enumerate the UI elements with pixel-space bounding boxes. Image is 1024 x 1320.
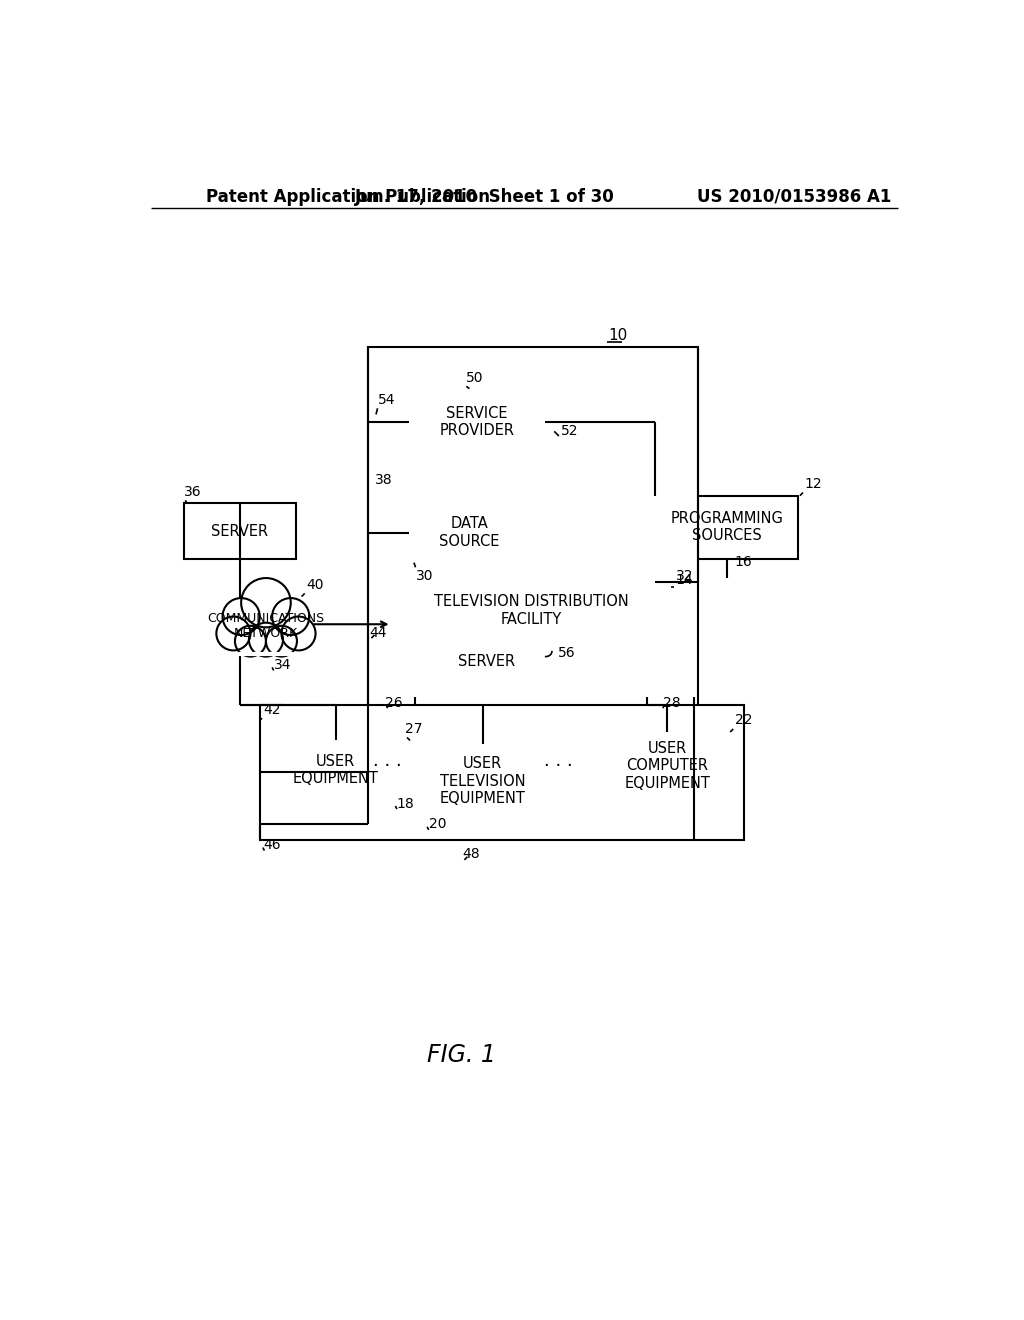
Circle shape [249, 623, 283, 656]
Bar [183, 503, 296, 558]
Bar [369, 347, 697, 825]
Text: 30: 30 [416, 569, 433, 583]
Text: 32: 32 [676, 569, 693, 583]
Text: · · ·: · · · [544, 756, 572, 775]
Bar [606, 733, 729, 800]
Bar [391, 578, 671, 697]
Bar [278, 739, 394, 800]
Text: 12: 12 [805, 477, 822, 491]
Circle shape [272, 598, 309, 635]
Text: USER
COMPUTER
EQUIPMENT: USER COMPUTER EQUIPMENT [625, 741, 711, 791]
Text: Patent Application Publication: Patent Application Publication [206, 187, 489, 206]
Text: SERVER: SERVER [458, 655, 515, 669]
Text: 10: 10 [608, 327, 628, 343]
Bar [655, 496, 799, 558]
Bar [260, 705, 744, 840]
Text: TELEVISION DISTRIBUTION
FACILITY: TELEVISION DISTRIBUTION FACILITY [433, 594, 629, 627]
Text: · · ·: · · · [374, 756, 402, 775]
Text: 44: 44 [370, 626, 387, 640]
Circle shape [282, 616, 315, 651]
Text: SERVER: SERVER [211, 524, 268, 539]
Text: PROGRAMMING
SOURCES: PROGRAMMING SOURCES [671, 511, 783, 544]
Text: 16: 16 [734, 554, 753, 569]
Text: 48: 48 [463, 847, 480, 862]
Text: 46: 46 [263, 838, 281, 853]
Circle shape [234, 626, 266, 656]
Text: USER
TELEVISION
EQUIPMENT: USER TELEVISION EQUIPMENT [439, 756, 525, 807]
Text: US 2010/0153986 A1: US 2010/0153986 A1 [697, 187, 892, 206]
Text: 42: 42 [263, 702, 282, 717]
Bar [423, 743, 543, 818]
Text: 54: 54 [378, 393, 395, 407]
Circle shape [222, 598, 260, 635]
Text: 20: 20 [429, 817, 446, 832]
Text: COMMUNICATIONS
NETWORK: COMMUNICATIONS NETWORK [208, 611, 325, 640]
Text: 50: 50 [466, 371, 483, 385]
Text: 34: 34 [273, 657, 291, 672]
Text: 18: 18 [397, 796, 415, 810]
Circle shape [241, 578, 291, 627]
Text: 40: 40 [306, 578, 324, 591]
Text: 22: 22 [735, 713, 753, 727]
Text: SERVICE
PROVIDER: SERVICE PROVIDER [439, 407, 515, 438]
Text: 56: 56 [558, 647, 575, 660]
Circle shape [266, 626, 297, 656]
Text: 38: 38 [375, 473, 392, 487]
Text: USER
EQUIPMENT: USER EQUIPMENT [293, 754, 379, 785]
Bar [430, 638, 543, 686]
Text: DATA
SOURCE: DATA SOURCE [439, 516, 500, 549]
Text: Jun. 17, 2010  Sheet 1 of 30: Jun. 17, 2010 Sheet 1 of 30 [354, 187, 614, 206]
Text: FIG. 1: FIG. 1 [427, 1043, 496, 1068]
Bar [410, 503, 529, 562]
Bar [410, 389, 545, 455]
Text: 27: 27 [406, 722, 423, 737]
Circle shape [216, 616, 251, 651]
Text: 52: 52 [560, 424, 578, 437]
Text: 28: 28 [663, 696, 680, 710]
Text: 26: 26 [385, 696, 402, 710]
Text: 36: 36 [183, 484, 202, 499]
Text: 14: 14 [675, 573, 693, 587]
